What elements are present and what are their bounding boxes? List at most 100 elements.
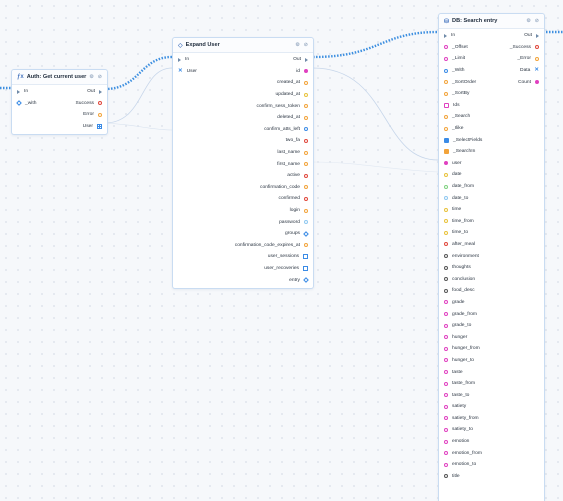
data-pin-icon[interactable]	[444, 323, 448, 328]
search-input-label: _With	[452, 68, 465, 74]
data-pin-icon[interactable]	[98, 112, 102, 117]
expand-input-label: In	[185, 57, 190, 63]
data-pin-icon[interactable]	[444, 416, 448, 421]
data-pin-icon[interactable]	[304, 150, 308, 155]
data-pin-icon[interactable]	[444, 439, 448, 444]
data-pin-icon[interactable]	[444, 393, 448, 398]
data-pin-icon[interactable]	[304, 104, 308, 109]
data-pin-icon[interactable]	[444, 184, 448, 189]
array-pin-icon[interactable]	[303, 254, 308, 260]
data-pin-icon[interactable]	[444, 474, 448, 479]
db-search-node[interactable]: ⛁ DB: Search entry ⚙ ⊘ In Out _Offset _Succ…	[438, 13, 545, 501]
data-pin-icon[interactable]	[444, 196, 448, 201]
data-pin-icon[interactable]	[535, 80, 539, 85]
gear-icon[interactable]: ⚙	[295, 42, 300, 48]
expand-output-label: user_recoveries	[264, 265, 299, 271]
data-pin-icon[interactable]	[444, 91, 448, 96]
data-pin-icon[interactable]	[444, 462, 448, 467]
exec-pin-icon[interactable]	[536, 33, 539, 38]
data-pin-icon[interactable]	[444, 300, 448, 305]
diamond-pin-icon[interactable]	[303, 230, 309, 237]
struct-pin-icon[interactable]	[97, 124, 102, 130]
data-pin-icon[interactable]	[444, 427, 448, 432]
data-pin-icon[interactable]	[444, 346, 448, 351]
diamond-pin-icon[interactable]	[16, 100, 22, 107]
exec-pin-icon[interactable]	[444, 33, 447, 38]
expand-icon: ◇	[178, 42, 183, 49]
data-pin-icon[interactable]	[304, 162, 308, 167]
data-pin-icon[interactable]	[444, 45, 448, 50]
diamond-pin-icon[interactable]	[303, 277, 309, 283]
search-row-34: satiety_to	[439, 424, 544, 436]
data-pin-icon[interactable]	[444, 80, 448, 85]
data-pin-icon[interactable]	[444, 277, 448, 282]
data-pin-icon[interactable]	[304, 173, 308, 178]
data-pin-icon[interactable]	[304, 92, 308, 97]
data-pin-icon[interactable]	[444, 335, 448, 340]
data-pin-icon[interactable]	[444, 404, 448, 409]
object-pin-icon[interactable]: ✕	[534, 66, 539, 73]
data-pin-icon[interactable]	[444, 265, 448, 270]
data-pin-icon[interactable]	[444, 288, 448, 293]
object-pin-icon[interactable]: ✕	[178, 67, 183, 74]
data-pin-icon[interactable]	[304, 185, 308, 190]
exec-pin-icon[interactable]	[178, 57, 181, 62]
data-pin-icon[interactable]	[444, 161, 448, 166]
search-row-33: satiety_from	[439, 413, 544, 425]
auth-node-header[interactable]: ƒx Auth: Get current user ⚙ ⊘	[12, 70, 107, 85]
data-pin-icon[interactable]	[304, 220, 308, 225]
expand-row-8: last_name	[173, 147, 313, 159]
data-pin-icon[interactable]	[444, 312, 448, 317]
data-pin-icon[interactable]	[304, 138, 308, 143]
data-pin-icon[interactable]	[444, 68, 448, 73]
gear-icon[interactable]: ⚙	[89, 74, 94, 80]
auth-node[interactable]: ƒx Auth: Get current user ⚙ ⊘ In Out _with…	[11, 69, 108, 135]
data-pin-icon[interactable]	[304, 243, 308, 248]
array-pin-icon[interactable]	[303, 265, 308, 271]
close-icon[interactable]: ⊘	[97, 74, 102, 80]
gear-icon[interactable]: ⚙	[526, 18, 531, 24]
exec-pin-icon[interactable]	[305, 57, 308, 62]
search-row-28: hunger_to	[439, 355, 544, 367]
data-pin-icon[interactable]	[304, 115, 308, 120]
search-input-label: taste_from	[452, 381, 476, 387]
data-pin-icon[interactable]	[304, 127, 308, 132]
exec-pin-icon[interactable]	[17, 89, 20, 94]
data-pin-icon[interactable]	[444, 358, 448, 363]
data-pin-icon[interactable]	[444, 102, 449, 108]
search-input-label: emotion_from	[452, 450, 482, 456]
data-pin-icon[interactable]	[444, 114, 448, 119]
auth-node-title: Auth: Get current user	[26, 74, 87, 80]
data-pin-icon[interactable]	[444, 381, 448, 386]
data-pin-icon[interactable]	[444, 451, 448, 456]
data-pin-icon[interactable]	[444, 137, 449, 143]
data-pin-icon[interactable]	[444, 207, 448, 212]
expand-user-node[interactable]: ◇ Expand User ⚙ ⊘ In Out ✕ User id created_at…	[172, 37, 314, 289]
search-output-label: Out	[524, 33, 532, 39]
exec-pin-icon[interactable]	[99, 89, 102, 94]
data-pin-icon[interactable]	[444, 242, 448, 247]
data-pin-icon[interactable]	[444, 56, 448, 61]
data-pin-icon[interactable]	[444, 126, 448, 131]
data-pin-icon[interactable]	[535, 56, 539, 61]
search-input-label: time_to	[452, 230, 469, 236]
data-pin-icon[interactable]	[444, 172, 448, 177]
data-pin-icon[interactable]	[304, 69, 308, 74]
data-pin-icon[interactable]	[444, 230, 448, 235]
data-pin-icon[interactable]	[304, 80, 308, 85]
data-pin-icon[interactable]	[304, 208, 308, 213]
data-pin-icon[interactable]	[444, 254, 448, 259]
data-pin-icon[interactable]	[535, 45, 539, 50]
db-search-node-header[interactable]: ⛁ DB: Search entry ⚙ ⊘	[439, 14, 544, 29]
close-icon[interactable]: ⊘	[534, 18, 539, 24]
expand-row-13: login	[173, 205, 313, 217]
data-pin-icon[interactable]	[444, 370, 448, 375]
data-pin-icon[interactable]	[98, 101, 102, 106]
data-pin-icon[interactable]	[444, 149, 449, 155]
search-row-27: hunger_from	[439, 343, 544, 355]
expand-user-node-header[interactable]: ◇ Expand User ⚙ ⊘	[173, 38, 313, 53]
data-pin-icon[interactable]	[304, 196, 308, 201]
expand-output-label: confirmation_code	[260, 184, 300, 190]
data-pin-icon[interactable]	[444, 219, 448, 224]
close-icon[interactable]: ⊘	[303, 42, 308, 48]
